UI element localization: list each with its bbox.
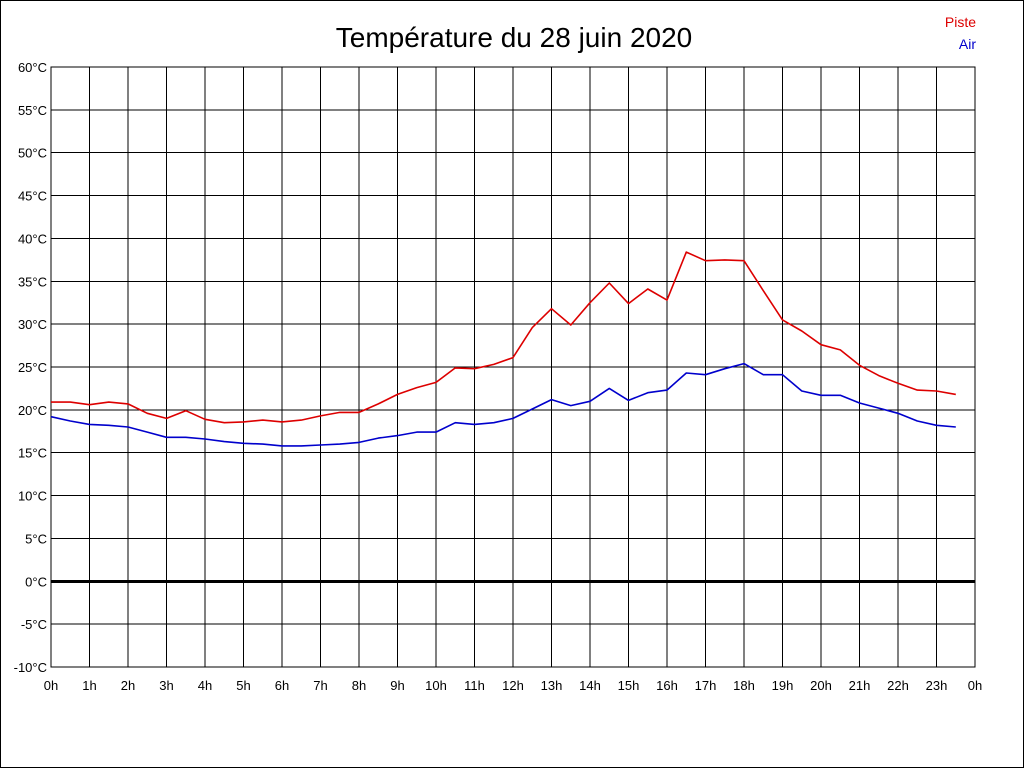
x-tick-label: 9h xyxy=(390,678,404,693)
x-tick-label: 18h xyxy=(733,678,755,693)
grid xyxy=(50,66,976,668)
plot-border xyxy=(50,66,976,668)
x-tick-label: 23h xyxy=(926,678,948,693)
x-tick-label: 4h xyxy=(198,678,212,693)
y-tick-label: 30°C xyxy=(18,317,47,332)
y-tick-label: 5°C xyxy=(25,531,47,546)
series-line-air xyxy=(50,362,956,447)
y-tick-label: -5°C xyxy=(21,617,47,632)
legend-entry-piste: Piste xyxy=(945,14,976,30)
y-tick-label: 0°C xyxy=(25,574,47,589)
y-tick-label: 10°C xyxy=(18,489,47,504)
x-tick-label: 5h xyxy=(236,678,250,693)
y-tick-label: 55°C xyxy=(18,103,47,118)
y-tick-label: 60°C xyxy=(18,60,47,75)
y-tick-label: -10°C xyxy=(14,660,47,675)
y-tick-label: 25°C xyxy=(18,360,47,375)
y-tick-label: 45°C xyxy=(18,189,47,204)
y-tick-label: 40°C xyxy=(18,231,47,246)
axes: 60°C 55°C 50°C 45°C 40°C 35°C 30°C 25°C 20°C 15°C… xyxy=(14,60,983,693)
series-lines xyxy=(50,251,956,447)
series-line-piste xyxy=(51,251,956,424)
x-tick-label: 16h xyxy=(656,678,678,693)
x-tick-label: 10h xyxy=(425,678,447,693)
x-tick-label: 17h xyxy=(695,678,717,693)
legend: Piste Air xyxy=(945,14,976,52)
x-tick-label: 6h xyxy=(275,678,289,693)
x-tick-label: 0h xyxy=(968,678,982,693)
x-tick-label: 8h xyxy=(352,678,366,693)
x-tick-label: 13h xyxy=(541,678,563,693)
x-tick-label: 12h xyxy=(502,678,524,693)
x-tick-label: 21h xyxy=(849,678,871,693)
x-tick-label: 2h xyxy=(121,678,135,693)
x-tick-label: 19h xyxy=(772,678,794,693)
y-tick-label: 20°C xyxy=(18,403,47,418)
x-tick-label: 7h xyxy=(313,678,327,693)
y-tick-label: 35°C xyxy=(18,274,47,289)
x-tick-label: 1h xyxy=(82,678,96,693)
x-tick-label: 14h xyxy=(579,678,601,693)
x-tick-label: 20h xyxy=(810,678,832,693)
y-tick-label: 50°C xyxy=(18,146,47,161)
x-tick-label: 22h xyxy=(887,678,909,693)
x-tick-label: 0h xyxy=(44,678,58,693)
x-tick-label: 15h xyxy=(618,678,640,693)
x-tick-label: 3h xyxy=(159,678,173,693)
legend-entry-air: Air xyxy=(959,36,976,52)
y-tick-label: 15°C xyxy=(18,446,47,461)
x-tick-label: 11h xyxy=(464,678,485,693)
chart-title: Température du 28 juin 2020 xyxy=(336,22,692,53)
